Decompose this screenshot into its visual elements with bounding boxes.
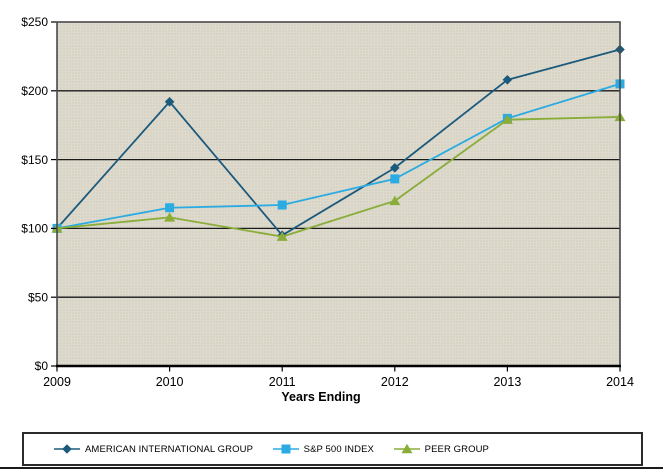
square-icon xyxy=(281,444,291,454)
legend-item-peer-group: PEER GROUP xyxy=(393,443,489,455)
y-tick-label: $0 xyxy=(35,359,49,373)
legend-label: AMERICAN INTERNATIONAL GROUP xyxy=(85,443,254,455)
square-line-icon xyxy=(272,444,299,454)
legend-label: PEER GROUP xyxy=(424,443,489,455)
x-tick-label: 2011 xyxy=(269,375,296,389)
y-tick-label: $150 xyxy=(21,153,48,167)
x-tick-label: 2014 xyxy=(606,375,634,389)
data-point-s-p-500-index xyxy=(165,203,175,213)
plot-area xyxy=(57,22,620,366)
data-point-american-international-group xyxy=(164,97,175,107)
data-point-s-p-500-index xyxy=(277,200,287,210)
series-line-american-international-group xyxy=(56,48,621,237)
triangle-icon xyxy=(401,444,413,454)
x-axis-title: Years Ending xyxy=(281,390,361,404)
y-tick-label: $200 xyxy=(21,84,48,98)
x-tick-label: 2013 xyxy=(493,375,521,389)
line-chart: $0 $50 $100 $150 $200 $250 2009 2010 2011 2012 201… xyxy=(21,15,634,389)
data-point-s-p-500-index xyxy=(390,174,400,184)
data-point-american-international-group xyxy=(502,74,513,85)
legend-label: S&P 500 INDEX xyxy=(303,443,374,455)
legend-item-sp-500-index: S&P 500 INDEX xyxy=(272,443,374,455)
data-point-peer-group xyxy=(389,195,401,206)
x-tick-label: 2012 xyxy=(381,375,409,389)
axis-layer: $0 $50 $100 $150 $200 $250 2009 2010 2011 2012 201… xyxy=(21,15,634,389)
y-tick-label: $50 xyxy=(28,290,48,304)
y-tick-label: $100 xyxy=(21,222,48,236)
grid-layer xyxy=(57,90,620,298)
data-point-american-international-group xyxy=(390,163,400,173)
legend-item-american-international-group: AMERICAN INTERNATIONAL GROUP xyxy=(54,444,253,455)
legend: AMERICAN INTERNATIONAL GROUP S&P 500 IND… xyxy=(22,432,643,466)
triangle-line-icon xyxy=(393,444,420,454)
x-tick-label: 2010 xyxy=(156,375,184,389)
data-point-peer-group xyxy=(164,212,176,222)
diamond-line-icon xyxy=(54,444,80,454)
series-line-peer-group xyxy=(56,116,621,238)
diamond-icon xyxy=(62,444,72,454)
series-line-s-p-500-index xyxy=(56,83,621,230)
data-point-peer-group xyxy=(501,114,513,124)
x-tick-label: 2009 xyxy=(43,375,71,389)
data-point-peer-group xyxy=(276,231,288,241)
y-tick-label: $250 xyxy=(21,15,48,29)
bottom-rule xyxy=(0,467,663,469)
